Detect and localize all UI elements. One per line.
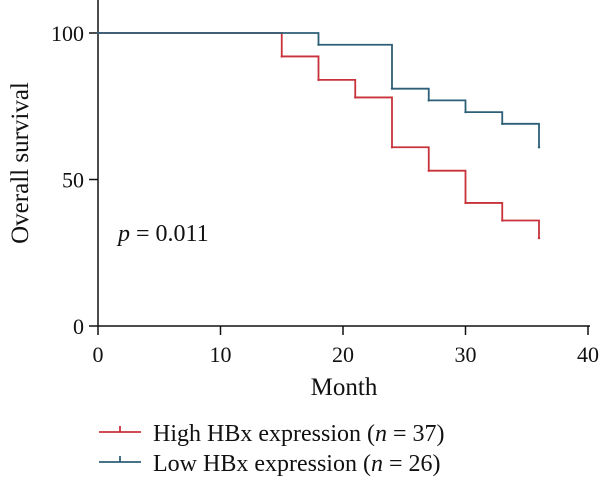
data-point [501,219,504,222]
y-axis-label: Overall survival [7,82,34,244]
legend-n-value: 37 [413,421,437,447]
survival-curve-high [98,32,540,239]
p-value-annotation: p = 0.011 [116,221,209,247]
series-group [96,31,541,240]
data-point [96,31,100,35]
data-point [280,55,283,58]
data-point [501,122,504,126]
legend-close-paren: ) [433,451,441,477]
data-point [464,201,467,205]
x-tick-label: 10 [210,342,232,367]
legend-open-paren: ( [357,451,371,477]
legend-n-symbol: n [375,421,387,447]
p-value-symbol: p [116,221,130,247]
legend: High HBx expression (n = 37)Low HBx expr… [99,421,445,477]
legend-equals: = [383,451,409,477]
y-tick-label: 50 [62,168,84,193]
x-tick-label: 30 [455,342,477,367]
legend-series-name: High HBx expression [153,421,361,447]
legend-label: High HBx expression (n = 37) [153,421,445,447]
legend-series-name: Low HBx expression [153,451,357,477]
y-tick-label: 0 [73,314,84,339]
data-point [317,78,320,82]
y-ticks: 0 50 100 [51,21,98,339]
x-axis-label: Month [311,374,378,401]
legend-item-low: Low HBx expression (n = 26) [99,451,441,477]
data-point [464,110,467,114]
legend-n-symbol: n [371,451,383,477]
data-point [537,236,541,240]
data-point [427,169,430,172]
data-point [354,96,357,99]
p-value-text: = 0.011 [130,221,209,247]
data-point [317,43,320,46]
y-tick-label: 100 [51,21,84,46]
x-tick-label: 0 [93,342,104,367]
data-point [427,99,430,102]
legend-n-value: 26 [409,451,433,477]
legend-open-paren: ( [361,421,375,447]
x-tick-label: 40 [577,342,599,367]
data-point [537,146,541,149]
data-point [390,146,394,149]
x-tick-label: 20 [332,342,354,367]
legend-equals: = [387,421,413,447]
legend-item-high: High HBx expression (n = 37) [99,421,445,447]
data-point [390,87,394,90]
x-ticks: 0 10 20 30 40 [93,326,599,367]
legend-label: Low HBx expression (n = 26) [153,451,441,477]
legend-close-paren: ) [437,421,445,447]
chart-axes [97,0,590,327]
survival-curve-low [98,32,540,148]
